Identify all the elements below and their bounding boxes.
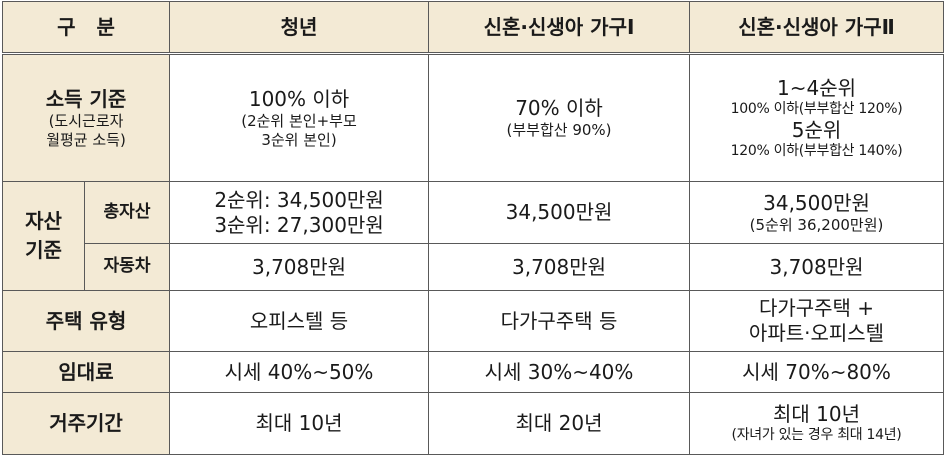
rent-youth: 시세 40%~50% bbox=[169, 351, 430, 393]
asset-youth-total2: 3순위: 27,300만원 bbox=[214, 212, 384, 237]
housing-newlywed2-cell: 다가구주택 + 아파트·오피스텔 bbox=[689, 290, 945, 352]
income-newlywed2-line2: 100% 이하(부부합산 120%) bbox=[730, 100, 903, 117]
header-newlywed-1: 신혼·신생아 가구Ⅰ bbox=[428, 1, 691, 55]
period-newlywed2: 최대 10년 bbox=[773, 402, 861, 427]
asset-newlywed2-car: 3,708만원 bbox=[689, 243, 945, 291]
asset-total-row: 자산 기준 총자산 2순위: 34,500만원 3순위: 27,300만원 34… bbox=[2, 181, 945, 291]
asset-newlywed2-total: 34,500만원 bbox=[763, 190, 870, 215]
period-newlywed2-cell: 최대 10년 (자녀가 있는 경우 최대 14년) bbox=[689, 392, 945, 455]
housing-label: 주택 유형 bbox=[1, 290, 171, 352]
income-newlywed1-sub: (부부합산 90%) bbox=[506, 121, 612, 140]
asset-youth-total1: 2순위: 34,500만원 bbox=[214, 187, 384, 212]
header-row: 구 분 청년 신혼·신생아 가구Ⅰ 신혼·신생아 가구Ⅱ bbox=[1, 1, 945, 55]
rent-newlywed1: 시세 30%~40% bbox=[428, 351, 691, 393]
income-label-sub2: 월평균 소득) bbox=[46, 130, 126, 149]
asset-youth-car: 3,708만원 bbox=[169, 243, 430, 291]
asset-newlywed2-total-cell: 34,500만원 (5순위 36,200만원) bbox=[689, 181, 945, 244]
housing-newlywed1: 다가구주택 등 bbox=[428, 290, 691, 352]
asset-newlywed1-car: 3,708만원 bbox=[428, 243, 691, 291]
header-category: 구 분 bbox=[1, 1, 171, 55]
rent-newlywed2: 시세 70%~80% bbox=[689, 351, 945, 393]
asset-newlywed2-total-sub: (5순위 36,200만원) bbox=[749, 215, 884, 234]
income-youth-sub1: (2순위 본인+부모 bbox=[241, 111, 357, 130]
income-label: 소득 기준 bbox=[45, 86, 127, 111]
income-newlywed1-cell: 70% 이하 (부부합산 90%) bbox=[428, 53, 691, 182]
income-youth-cell: 100% 이하 (2순위 본인+부모 3순위 본인) bbox=[169, 53, 430, 182]
rent-row: 임대료 시세 40%~50% 시세 30%~40% 시세 70%~80% bbox=[1, 351, 945, 393]
period-newlywed2-sub: (자녀가 있는 경우 최대 14년) bbox=[731, 427, 902, 444]
period-row: 거주기간 최대 10년 최대 20년 최대 10년 (자녀가 있는 경우 최대 … bbox=[1, 392, 945, 455]
income-label-sub1: (도시근로자 bbox=[48, 111, 124, 130]
period-youth: 최대 10년 bbox=[169, 392, 430, 455]
asset-total-label: 총자산 bbox=[83, 181, 171, 244]
housing-newlywed2-line2: 아파트·오피스텔 bbox=[748, 321, 885, 345]
income-newlywed2-line4: 120% 이하(부부합산 140%) bbox=[730, 143, 903, 159]
asset-label-text: 자산 기준 bbox=[25, 209, 62, 262]
income-newlywed2-line3: 5순위 bbox=[791, 118, 842, 142]
income-newlywed2-line1: 1~4순위 bbox=[777, 75, 857, 100]
housing-newlywed2-line1: 다가구주택 + bbox=[758, 296, 875, 320]
asset-newlywed1-total: 34,500만원 bbox=[428, 181, 691, 244]
period-label: 거주기간 bbox=[1, 392, 171, 455]
period-newlywed1: 최대 20년 bbox=[428, 392, 691, 455]
income-youth-main: 100% 이하 bbox=[248, 86, 350, 111]
income-newlywed2-cell: 1~4순위 100% 이하(부부합산 120%) 5순위 120% 이하(부부합… bbox=[689, 53, 945, 182]
header-youth: 청년 bbox=[169, 1, 430, 55]
housing-youth: 오피스텔 등 bbox=[169, 290, 430, 352]
header-newlywed-2: 신혼·신생아 가구Ⅱ bbox=[689, 1, 945, 55]
rent-label: 임대료 bbox=[1, 351, 171, 393]
housing-row: 주택 유형 오피스텔 등 다가구주택 등 다가구주택 + 아파트·오피스텔 bbox=[1, 290, 945, 352]
income-newlywed1-main: 70% 이하 bbox=[515, 96, 603, 121]
income-row: 소득 기준 (도시근로자 월평균 소득) 100% 이하 (2순위 본인+부모 … bbox=[1, 53, 945, 182]
asset-youth-total-cell: 2순위: 34,500만원 3순위: 27,300만원 bbox=[169, 181, 430, 244]
asset-car-row: 자동차 3,708만원 3,708만원 3,708만원 bbox=[3, 243, 945, 291]
income-youth-sub2: 3순위 본인) bbox=[261, 130, 337, 149]
asset-label: 자산 기준 bbox=[2, 181, 85, 291]
housing-criteria-table: 구 분 청년 신혼·신생아 가구Ⅰ 신혼·신생아 가구Ⅱ 소득 기준 (도시근로… bbox=[1, 1, 945, 455]
asset-car-label: 자동차 bbox=[83, 243, 171, 291]
income-label-cell: 소득 기준 (도시근로자 월평균 소득) bbox=[1, 53, 171, 182]
